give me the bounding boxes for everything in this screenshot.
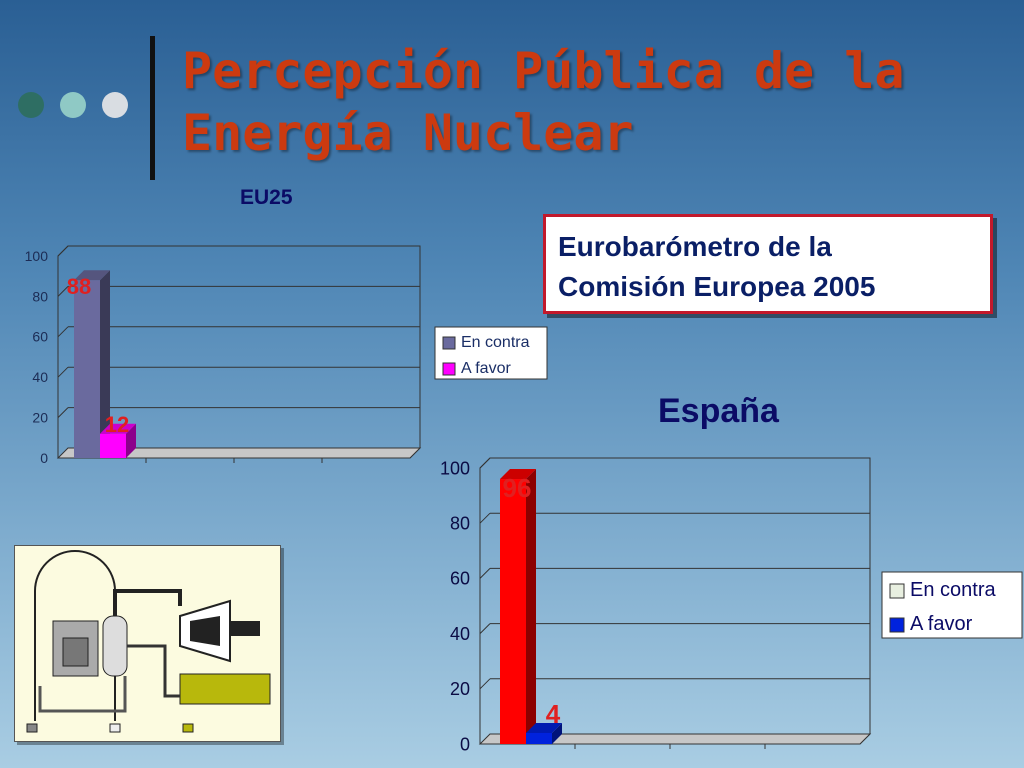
plot-floor — [478, 733, 872, 745]
y-tick-label: 60 — [450, 569, 470, 589]
legend-ordinary-swatch — [182, 723, 194, 733]
grid-line-diag — [479, 623, 491, 634]
legend-label: En contra — [461, 334, 530, 351]
eu25-bar-chart: 0 20 40 60 80 100 88 12 En contra A favor — [25, 245, 548, 466]
grid-line-diag — [57, 326, 69, 338]
source-callout: Eurobarómetro de la Comisión Europea 200… — [543, 214, 993, 314]
data-label: 96 — [503, 473, 532, 503]
y-tick-label: 40 — [32, 369, 48, 385]
dot-light-icon — [102, 92, 128, 118]
reactor-diagram-icon — [26, 550, 271, 733]
title-line-2: Energía Nuclear — [182, 104, 634, 162]
callout-line-1: Eurobarómetro de la — [558, 231, 832, 262]
data-label: 4 — [546, 699, 561, 729]
grid-line-diag — [479, 457, 491, 469]
bar-en-contra — [500, 479, 526, 744]
dot-dark-icon — [18, 92, 44, 118]
page-title: Percepción Pública de la Energía Nuclear — [182, 40, 982, 164]
grid-line-diag — [479, 512, 491, 524]
bar-top — [526, 722, 562, 733]
bar-top — [74, 270, 110, 281]
y-tick-label: 100 — [440, 458, 470, 478]
plot-frame — [479, 457, 871, 745]
y-tick-label: 60 — [32, 329, 48, 345]
grid-line-diag — [57, 245, 69, 257]
dot-teal-icon — [60, 92, 86, 118]
y-tick-label: 20 — [32, 410, 48, 426]
reactor-diagram — [14, 545, 281, 742]
plot-floor — [56, 447, 422, 459]
legend-swatch — [889, 583, 905, 599]
title-line-1: Percepción Pública de la — [182, 42, 905, 100]
y-tick-label: 100 — [25, 248, 49, 264]
legend-swatch — [442, 362, 456, 376]
grid-line-diag — [57, 366, 69, 378]
data-label: 88 — [67, 274, 91, 299]
y-tick-label: 0 — [40, 450, 48, 466]
callout-line-2: Comisión Europea 2005 — [558, 271, 876, 302]
bar-side — [126, 423, 136, 458]
bar-top — [100, 423, 136, 434]
bar-top — [500, 469, 536, 480]
y-tick-label: 40 — [450, 624, 470, 644]
bar-a-favor — [526, 732, 552, 744]
y-tick-label: 80 — [32, 288, 48, 304]
legend-steam-swatch — [109, 723, 121, 733]
title-divider — [150, 36, 155, 180]
legend-pressurized-swatch — [26, 723, 38, 733]
bar-a-favor — [100, 433, 126, 458]
decorative-dots — [18, 92, 128, 118]
legend-swatch — [442, 336, 456, 350]
y-tick-label: 20 — [450, 679, 470, 699]
legend-swatch — [889, 617, 905, 633]
spain-bar-chart: 0 20 40 60 80 100 96 4 En contra A favor — [440, 457, 1023, 754]
bar-side — [526, 469, 536, 744]
grid-line-diag — [479, 678, 491, 690]
grid-line-diag — [479, 568, 491, 579]
data-label: 12 — [105, 412, 129, 437]
eu25-chart-title: EU25 — [240, 186, 293, 209]
legend-label: A favor — [461, 360, 511, 377]
chart-legend — [881, 571, 1023, 639]
grid-line-diag — [57, 407, 69, 418]
legend-label: En contra — [910, 579, 996, 601]
grid-line-diag — [57, 286, 69, 297]
spain-chart-title: España — [658, 392, 779, 430]
bar-side — [100, 270, 110, 458]
y-tick-label: 80 — [450, 514, 470, 534]
legend-label: A favor — [910, 613, 973, 635]
bar-side — [552, 722, 562, 744]
bar-en-contra — [74, 280, 100, 458]
y-tick-label: 0 — [460, 734, 470, 754]
